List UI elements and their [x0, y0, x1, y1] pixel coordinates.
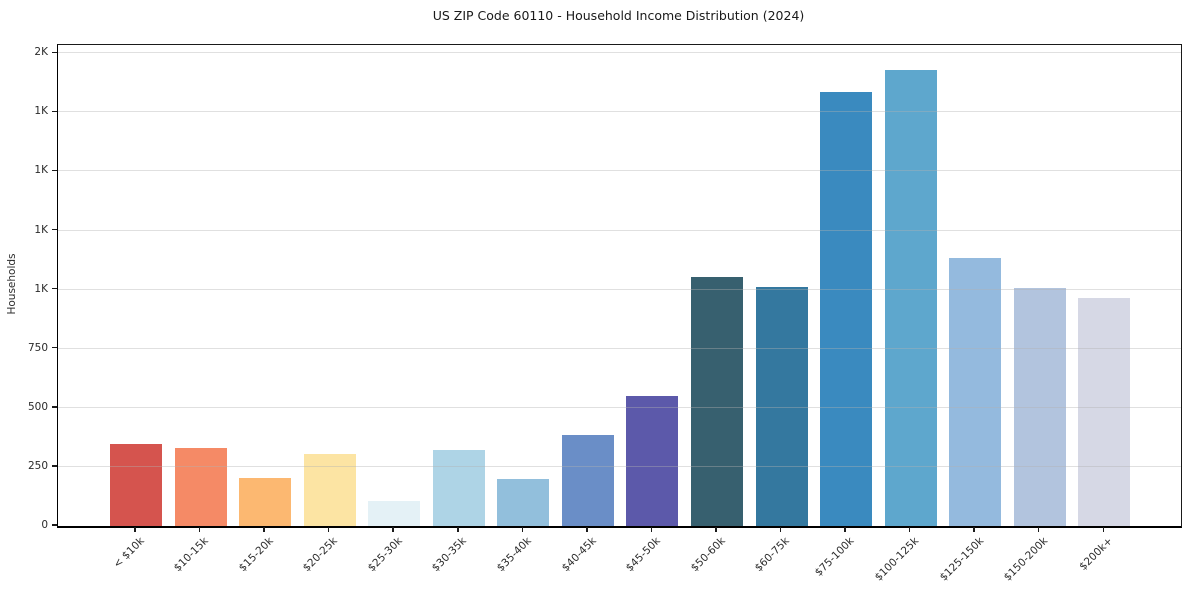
y-tick [52, 169, 57, 172]
x-tick [779, 527, 782, 532]
y-tick [52, 51, 57, 54]
grid-line [58, 170, 1181, 172]
x-tick-label: $45-50k [623, 535, 663, 575]
y-tick-label: 750 [27, 341, 48, 354]
y-tick [52, 228, 57, 231]
chart-title: US ZIP Code 60110 - Household Income Dis… [432, 8, 805, 23]
grid-line [58, 465, 1181, 467]
y-tick [52, 287, 57, 290]
y-tick-label: 500 [27, 400, 48, 413]
x-tick-label: $30-35k [430, 535, 470, 575]
bar-$50-60k [690, 276, 743, 526]
y-tick-label: 0 [41, 519, 48, 531]
grid-line [58, 288, 1181, 290]
x-tick-label: $60-75k [752, 535, 792, 575]
y-tick-label: 250 [27, 459, 48, 472]
x-tick [1037, 527, 1040, 532]
grid-line [58, 52, 1181, 54]
x-tick [715, 527, 717, 532]
y-tick-label: 1K [34, 105, 48, 118]
bar-$75-100k [820, 92, 873, 526]
bar-$35-40k [497, 478, 550, 526]
x-tick-label: $200k+ [1076, 535, 1115, 573]
bar-$125-150k [949, 257, 1002, 526]
bar-$200k+ [1078, 297, 1131, 526]
x-tick [650, 527, 653, 532]
x-tick-label: < $10k [110, 535, 147, 571]
bar-$45-50k [626, 396, 679, 526]
x-tick [586, 527, 588, 532]
x-tick [263, 527, 265, 532]
grid-line [58, 406, 1181, 408]
y-tick-label: 1K [34, 223, 48, 236]
x-tick [327, 527, 330, 532]
y-tick [52, 465, 57, 467]
grid-line [58, 347, 1181, 349]
x-tick [392, 527, 394, 532]
grid-line [58, 111, 1181, 113]
bar-$20-25k [303, 453, 356, 526]
bar-< $10k [110, 444, 162, 526]
x-tick-label: $50-60k [688, 535, 728, 575]
bar-$100-125k [884, 69, 937, 526]
bar-$15-20k [239, 477, 292, 526]
grid-line [58, 229, 1181, 231]
bar-$25-30k [368, 501, 421, 526]
x-tick-label: $10-15k [171, 535, 212, 575]
x-tick-label: $20-25k [301, 535, 341, 575]
y-tick-label: 1K [34, 282, 48, 295]
x-tick-label: $100-125k [872, 535, 922, 584]
x-tick [521, 527, 524, 532]
x-tick [844, 527, 846, 532]
x-tick-label: $75-100k [812, 535, 857, 579]
x-tick-label: $25-30k [365, 535, 405, 575]
plot-area [57, 44, 1182, 528]
y-tick [52, 406, 57, 408]
x-tick [973, 527, 975, 532]
x-tick [457, 527, 459, 532]
x-tick-label: $125-150k [937, 535, 986, 584]
y-tick-label: 2K [34, 46, 48, 59]
x-tick-label: $15-20k [236, 535, 276, 575]
y-tick-label: 1K [34, 164, 48, 177]
bar-$150-200k [1013, 288, 1066, 526]
y-tick [52, 524, 57, 526]
x-tick-label: $40-45k [559, 535, 599, 575]
bar-$10-15k [174, 448, 227, 526]
y-tick [52, 346, 57, 349]
bar-$60-75k [755, 287, 808, 526]
x-tick-label: $35-40k [494, 535, 534, 575]
x-tick [134, 527, 136, 532]
y-tick [52, 110, 57, 113]
bar-$40-45k [561, 435, 614, 526]
x-tick [908, 527, 911, 532]
x-tick [1102, 527, 1104, 532]
x-tick-label: $150-200k [1001, 535, 1051, 584]
x-tick [198, 527, 201, 532]
bar-$30-35k [432, 450, 485, 526]
